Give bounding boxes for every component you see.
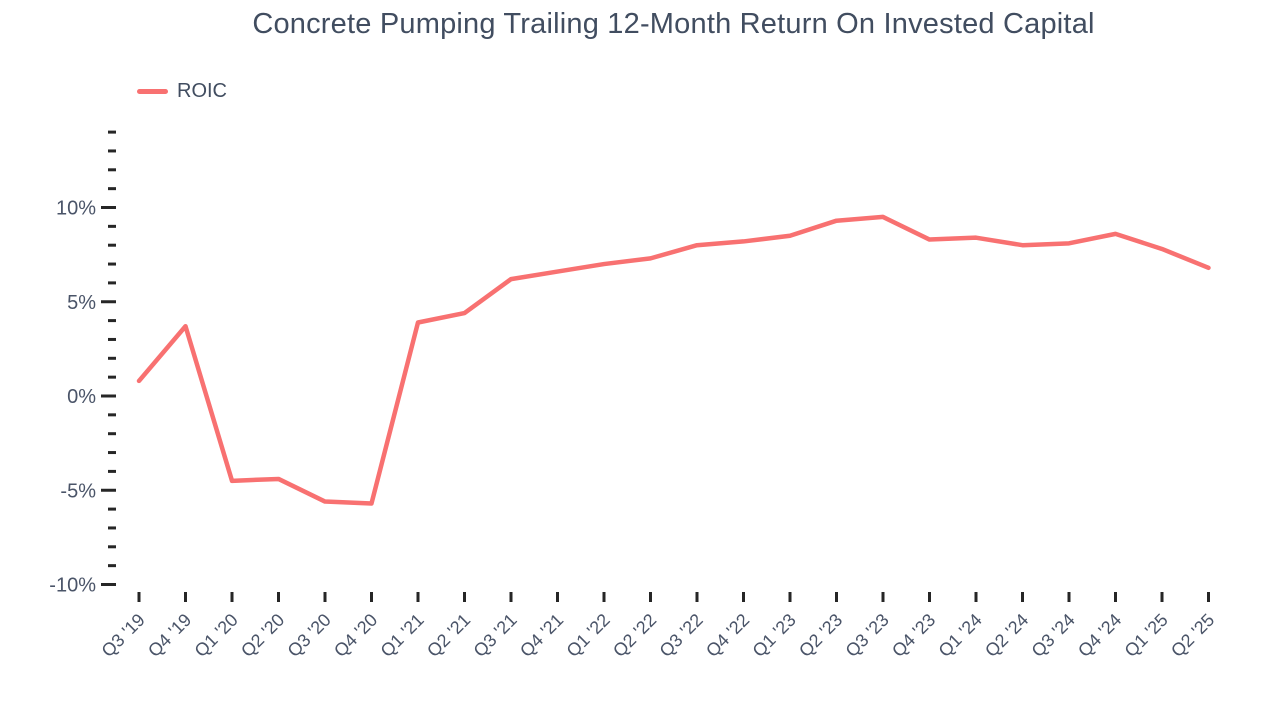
x-axis-tick-label: Q3 '23 — [842, 610, 893, 661]
x-axis-tick-label: Q3 '22 — [656, 610, 707, 661]
x-axis-tick-label: Q2 '25 — [1167, 610, 1218, 661]
x-axis-tick-label: Q3 '19 — [98, 610, 149, 661]
legend-label: ROIC — [177, 79, 227, 102]
y-axis-tick-label: -10% — [49, 575, 96, 597]
x-axis-tick-label: Q2 '20 — [237, 610, 288, 661]
x-axis-tick-label: Q1 '25 — [1121, 610, 1172, 661]
x-axis-tick-label: Q4 '20 — [330, 610, 381, 661]
x-axis-tick-label: Q2 '23 — [795, 610, 846, 661]
legend-line-swatch-icon — [137, 88, 168, 94]
x-axis-tick-label: Q4 '23 — [888, 610, 939, 661]
x-axis-tick-label: Q1 '21 — [377, 610, 428, 661]
x-axis-tick-label: Q1 '20 — [191, 610, 242, 661]
x-axis-tick-label: Q4 '19 — [144, 610, 195, 661]
x-axis-tick-label: Q2 '24 — [981, 610, 1032, 661]
x-axis-tick-label: Q4 '24 — [1074, 610, 1125, 661]
roic-line — [136, 214, 1211, 506]
y-axis-tick-label: 0% — [67, 386, 96, 408]
x-axis-tick-label: Q1 '23 — [749, 610, 800, 661]
y-axis-tick-label: 10% — [56, 198, 96, 220]
x-axis-tick-label: Q3 '24 — [1028, 610, 1079, 661]
legend: ROIC — [137, 79, 227, 103]
x-axis-tick-label: Q3 '20 — [284, 610, 335, 661]
x-axis-tick-label: Q2 '21 — [423, 610, 474, 661]
x-axis-tick-label: Q2 '22 — [609, 610, 660, 661]
x-axis-tick-label: Q3 '21 — [470, 610, 521, 661]
x-axis-tick-label: Q1 '22 — [563, 610, 614, 661]
x-axis-tick-label: Q1 '24 — [935, 610, 986, 661]
x-axis-tick-label: Q4 '21 — [516, 610, 567, 661]
x-axis-tick-label: Q4 '22 — [702, 610, 753, 661]
y-axis-tick-label: 5% — [67, 292, 96, 314]
chart-title: Concrete Pumping Trailing 12-Month Retur… — [252, 8, 1095, 40]
y-axis-tick-label: -5% — [60, 480, 96, 502]
